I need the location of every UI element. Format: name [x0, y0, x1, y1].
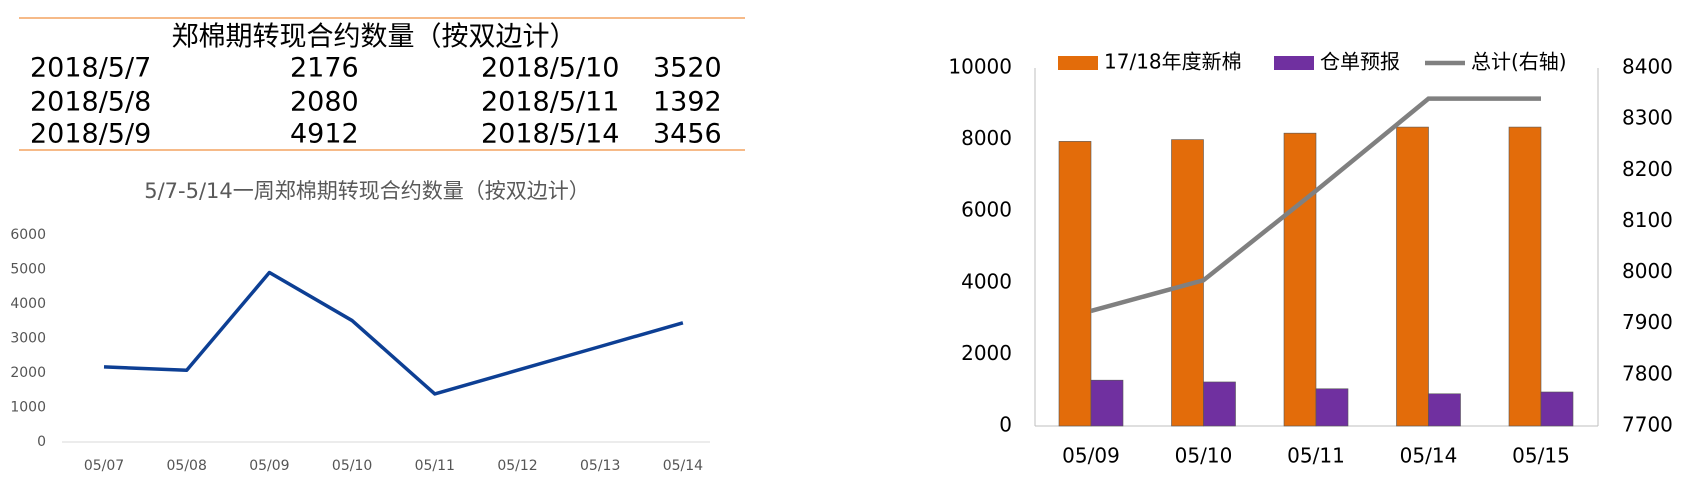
y-tick-label: 10000	[948, 55, 1012, 79]
y-tick-label: 0	[999, 413, 1012, 437]
table-cell: 2018/5/11	[481, 87, 619, 118]
y2-tick-label: 8400	[1622, 55, 1673, 79]
y-tick-label: 4000	[961, 269, 1012, 293]
legend-label: 仓单预报	[1320, 50, 1400, 74]
legend-swatch	[1058, 56, 1098, 70]
y-tick-label: 8000	[961, 126, 1012, 150]
table-cell: 2018/5/14	[481, 119, 619, 150]
y-tick-label: 2000	[961, 341, 1012, 365]
bar	[1058, 141, 1092, 427]
table-cell: 2018/5/9	[30, 119, 151, 150]
x-tick-label: 05/10	[332, 458, 372, 474]
chart-title: 5/7-5/14一周郑棉期转现合约数量（按双边计）	[144, 179, 590, 203]
y2-tick-label: 7800	[1622, 361, 1673, 385]
x-tick-label: 05/11	[415, 458, 455, 474]
y2-tick-label: 8100	[1622, 208, 1673, 232]
bar	[1315, 388, 1349, 427]
table-title: 郑棉期转现合约数量（按双边计）	[172, 22, 577, 53]
table-cell: 2080	[290, 87, 359, 118]
x-tick-label: 05/15	[1512, 444, 1570, 468]
y2-tick-label: 8300	[1622, 106, 1673, 130]
table-cell: 2018/5/7	[30, 53, 151, 84]
bar	[1508, 126, 1542, 427]
table-cell: 1392	[653, 87, 722, 118]
y2-tick-label: 8000	[1622, 259, 1673, 283]
y2-tick-label: 8200	[1622, 157, 1673, 181]
bar	[1090, 379, 1124, 427]
bar	[1540, 391, 1574, 427]
y-tick-label: 6000	[961, 198, 1012, 222]
y-tick-label: 1000	[10, 400, 46, 416]
table-cell: 3456	[653, 119, 722, 150]
total-line	[1090, 96, 1541, 314]
legend-label: 17/18年度新棉	[1104, 50, 1242, 74]
table-cell: 3520	[653, 53, 722, 84]
y-tick-label: 3000	[10, 331, 46, 347]
x-tick-label: 05/07	[84, 458, 124, 474]
x-tick-label: 05/14	[663, 458, 703, 474]
x-tick-label: 05/08	[167, 458, 207, 474]
x-tick-label: 05/10	[1175, 444, 1233, 468]
bar	[1203, 381, 1236, 427]
table-cell: 2176	[290, 53, 359, 84]
y-tick-label: 2000	[10, 365, 46, 381]
bar	[1428, 393, 1461, 427]
x-tick-label: 05/12	[497, 458, 537, 474]
legend-label: 总计(右轴)	[1471, 50, 1567, 74]
y-tick-label: 5000	[10, 262, 46, 278]
x-tick-label: 05/11	[1287, 444, 1345, 468]
y-tick-label: 6000	[10, 227, 46, 243]
table-cell: 2018/5/10	[481, 53, 619, 84]
data-line	[103, 270, 684, 396]
y-tick-label: 4000	[10, 296, 46, 312]
y-tick-label: 0	[37, 434, 46, 450]
table-cell: 2018/5/8	[30, 87, 151, 118]
x-tick-label: 05/09	[1062, 444, 1120, 468]
x-tick-label: 05/09	[249, 458, 289, 474]
legend-swatch	[1274, 56, 1314, 70]
table-cell: 4912	[290, 119, 359, 150]
x-tick-label: 05/14	[1400, 444, 1458, 468]
bar	[1396, 126, 1429, 427]
y2-tick-label: 7700	[1622, 413, 1673, 437]
bar	[1283, 132, 1317, 427]
y2-tick-label: 7900	[1622, 310, 1673, 334]
x-tick-label: 05/13	[580, 458, 620, 474]
